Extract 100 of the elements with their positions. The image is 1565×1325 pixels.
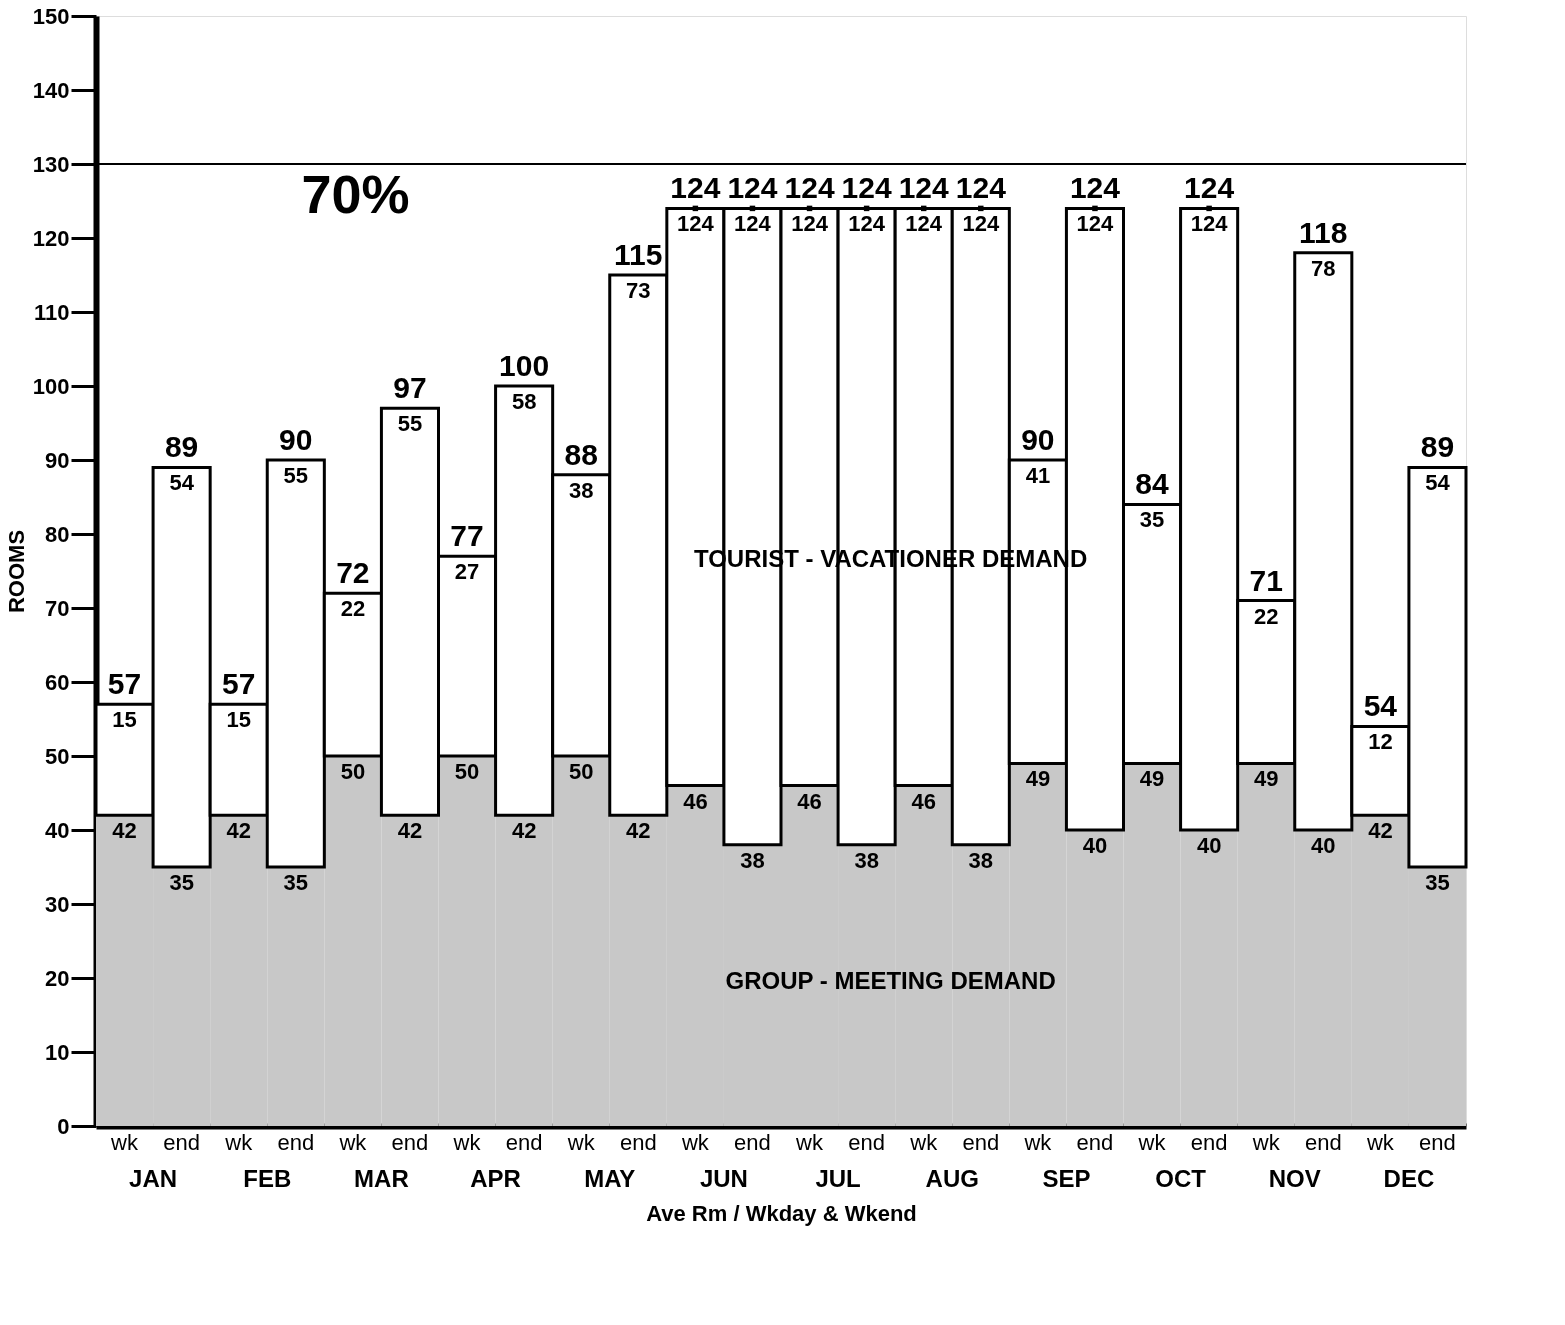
- x-tick-label: end: [962, 1129, 1000, 1155]
- data-label: 15: [226, 707, 251, 733]
- data-label: 42: [511, 818, 537, 844]
- total-label: 115: [614, 238, 663, 271]
- y-tick-label: 110: [34, 299, 70, 325]
- x-tick-label: wk: [338, 1129, 368, 1155]
- x-axis-title: Ave Rm / Wkday & Wkend: [646, 1200, 917, 1226]
- text: JUL: [815, 1165, 861, 1192]
- data-label: 124: [734, 211, 772, 237]
- data-label: 40: [1082, 833, 1108, 858]
- data-label: 40: [1311, 833, 1336, 858]
- data-label: 54: [1425, 470, 1451, 496]
- data-label: 42: [626, 818, 651, 844]
- x-tick-label: wk: [1251, 1129, 1281, 1155]
- total-label: 90: [1021, 423, 1055, 456]
- y-tick-label: 60: [45, 669, 70, 695]
- total-label: 124: [727, 171, 778, 205]
- x-tick-label: wk: [680, 1129, 710, 1155]
- data-label: 58: [511, 389, 537, 414]
- annotation: 70%: [301, 164, 410, 224]
- data-label: 124: [848, 211, 886, 237]
- data-label: 49: [1025, 766, 1051, 792]
- text: MAR: [354, 1165, 409, 1192]
- total-label: 57: [107, 667, 142, 701]
- y-tick-label: 10: [45, 1039, 70, 1065]
- total-label: 100: [499, 349, 550, 382]
- data-label: 42: [397, 818, 423, 844]
- text: AUG: [925, 1165, 979, 1192]
- y-tick-label: 20: [45, 965, 70, 991]
- y-tick-label: 100: [32, 373, 70, 399]
- x-tick-label: wk: [224, 1129, 254, 1155]
- x-tick-label: wk: [566, 1129, 596, 1155]
- data-label: 46: [683, 788, 708, 814]
- total-label: 124: [1184, 171, 1235, 205]
- y-tick-label: 150: [32, 3, 70, 29]
- data-label: 27: [454, 559, 480, 585]
- x-tick-label: wk: [452, 1129, 482, 1155]
- data-label: 35: [1425, 870, 1450, 895]
- data-label: 38: [854, 847, 879, 873]
- data-label: 42: [112, 818, 137, 844]
- data-label: 40: [1196, 833, 1222, 858]
- total-label: 88: [564, 437, 598, 471]
- total-label: 124: [784, 171, 835, 205]
- data-label: 46: [797, 788, 822, 814]
- total-label: 124: [841, 171, 892, 205]
- x-tick-label: end: [391, 1129, 429, 1155]
- data-label: 42: [226, 818, 251, 844]
- data-label: 124: [962, 211, 1000, 237]
- text: OCT: [1155, 1165, 1207, 1192]
- y-tick-label: 90: [45, 447, 70, 473]
- total-label: 118: [1299, 215, 1348, 249]
- data-label: 42: [1368, 818, 1393, 844]
- text: FEB: [243, 1165, 292, 1192]
- y-tick-label: 50: [45, 743, 70, 769]
- total-label: 124: [955, 171, 1007, 205]
- x-tick-label: end: [505, 1129, 543, 1155]
- total-label: 90: [279, 423, 313, 456]
- x-tick-label: end: [848, 1129, 885, 1155]
- y-tick-label: 70: [45, 595, 70, 621]
- x-tick-label: end: [1190, 1129, 1228, 1155]
- y-tick-label: 80: [45, 521, 70, 547]
- text: SEP: [1042, 1165, 1091, 1192]
- data-label: 55: [283, 463, 309, 488]
- data-label: 35: [283, 870, 309, 895]
- data-label: 35: [169, 870, 194, 895]
- total-label: 89: [164, 430, 199, 464]
- data-label: 38: [568, 477, 594, 503]
- text: JUN: [699, 1165, 748, 1192]
- y-tick-label: 130: [32, 151, 70, 177]
- total-label: 57: [222, 667, 256, 701]
- x-tick-label: end: [1419, 1129, 1456, 1155]
- text: MAY: [584, 1165, 636, 1192]
- x-tick-label: wk: [1137, 1129, 1167, 1155]
- data-label: 124: [905, 211, 943, 237]
- x-tick-label: wk: [909, 1129, 939, 1155]
- y-tick-label: 0: [57, 1113, 70, 1139]
- data-label: 35: [1139, 507, 1165, 533]
- x-tick-label: wk: [1023, 1129, 1053, 1155]
- data-label: 55: [397, 411, 423, 437]
- data-label: 49: [1139, 766, 1165, 792]
- data-label: 50: [568, 759, 594, 784]
- total-label: 84: [1135, 467, 1170, 501]
- total-label: 72: [336, 556, 370, 590]
- x-tick-label: wk: [795, 1129, 824, 1155]
- text: DEC: [1383, 1165, 1435, 1192]
- total-label: 97: [393, 371, 427, 405]
- data-label: 38: [740, 847, 765, 873]
- data-label: 41: [1025, 463, 1051, 488]
- data-label: 124: [791, 211, 829, 237]
- data-label: 22: [1253, 603, 1279, 629]
- data-label: 124: [677, 211, 715, 237]
- y-tick-label: 40: [45, 817, 70, 843]
- x-tick-label: end: [734, 1129, 771, 1155]
- total-label: 124: [1069, 171, 1121, 205]
- total-label: 124: [898, 171, 950, 205]
- y-tick-label: 140: [32, 77, 70, 103]
- x-tick-label: end: [277, 1129, 315, 1155]
- x-tick-label: end: [1076, 1129, 1114, 1155]
- y-tick-label: 120: [32, 225, 70, 251]
- data-label: 50: [340, 759, 366, 784]
